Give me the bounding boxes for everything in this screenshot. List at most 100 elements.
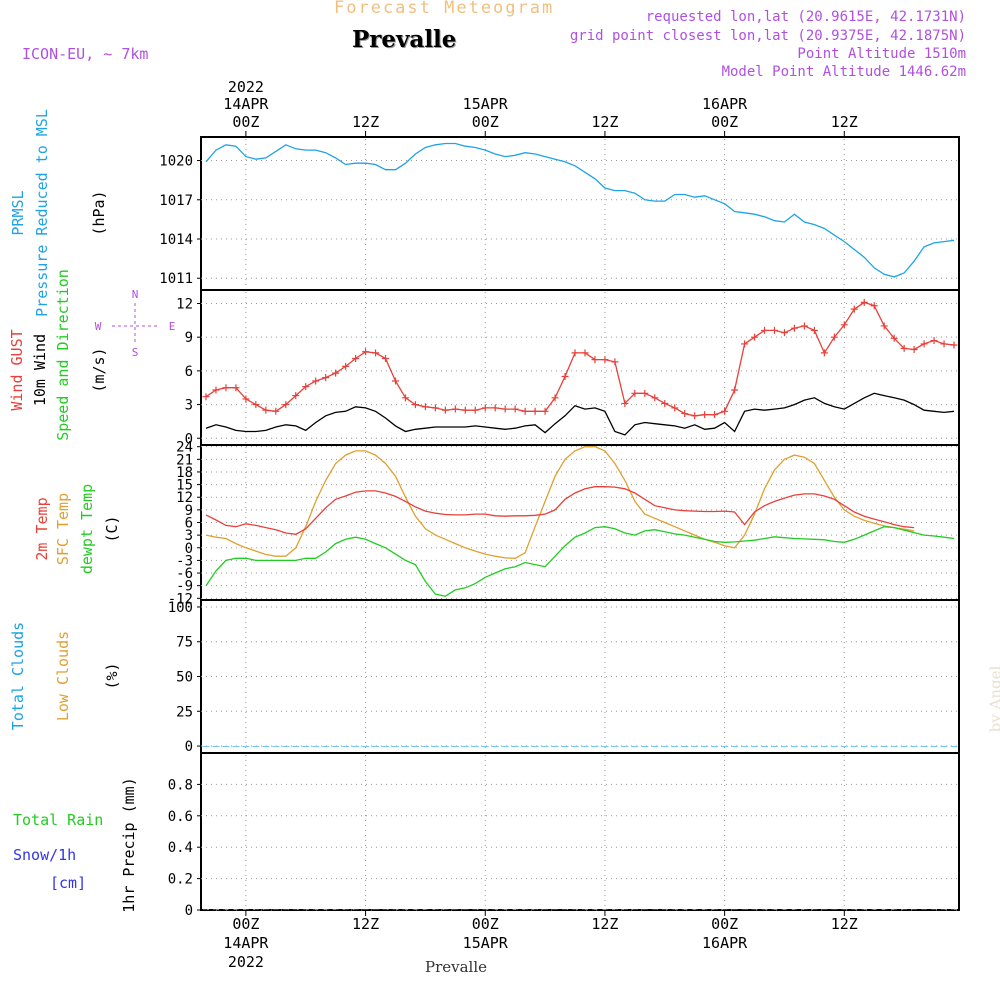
total-cloud-bar — [362, 746, 370, 747]
total-cloud-bar — [481, 746, 489, 747]
wind-gust-marker — [332, 369, 340, 377]
total-cloud-bar — [451, 746, 459, 747]
panel-frame-precip — [200, 752, 960, 911]
total-cloud-bar — [681, 746, 689, 747]
wind-gust-marker — [860, 298, 868, 306]
wind-gust-marker — [830, 333, 838, 341]
total-cloud-bar — [920, 746, 928, 747]
model-label: ICON-EU, ~ 7km — [22, 45, 149, 63]
wind-gust-marker — [252, 401, 260, 409]
wind-gust-marker — [870, 302, 878, 310]
rain-bar — [871, 909, 878, 910]
wind-label-10m: 10m Wind — [31, 334, 49, 406]
compass-e: E — [169, 320, 176, 333]
wind-gust-marker — [900, 344, 908, 352]
y-tick-label: 12 — [176, 490, 193, 506]
wind-gust-marker — [282, 401, 290, 409]
wind-label-gust: Wind GUST — [8, 329, 26, 410]
wind-gust-marker — [691, 412, 699, 420]
y-tick-label: 9 — [185, 503, 193, 519]
total-cloud-bar — [621, 746, 629, 747]
total-cloud-bar — [711, 746, 719, 747]
total-cloud-bar — [461, 746, 469, 747]
wind-gust-marker — [202, 393, 210, 401]
total-cloud-bar — [930, 746, 938, 747]
wind-gust-marker — [501, 405, 509, 413]
top-date-label: 16APR — [702, 95, 748, 113]
bottom-date-label: 14APR — [223, 934, 269, 952]
total-cloud-bar — [591, 746, 599, 747]
temp-2m-line — [205, 486, 915, 535]
wind-gust-marker — [421, 403, 429, 411]
precip-label-snow: Snow/1h — [13, 846, 76, 864]
footer-location: Prevalle — [425, 958, 488, 976]
wind-gust-marker — [751, 333, 759, 341]
wind-gust-marker — [461, 406, 469, 414]
total-cloud-bar — [611, 746, 619, 747]
top-time-label: 12Z — [591, 113, 618, 131]
wind-gust-marker — [820, 349, 828, 357]
wind-gust-marker — [481, 404, 489, 412]
wind-gust-marker — [531, 407, 539, 415]
y-tick-label: -12 — [168, 591, 193, 607]
wind-gust-marker — [731, 386, 739, 394]
bottom-date-label: 15APR — [463, 934, 509, 952]
rain-bar — [502, 909, 509, 910]
bottom-time-label: 12Z — [352, 915, 379, 933]
wind-gust-marker — [521, 407, 529, 415]
total-cloud-bar — [531, 746, 539, 747]
wind-gust-marker — [352, 355, 360, 363]
total-cloud-bar — [501, 746, 509, 747]
wind-gust-marker — [711, 411, 719, 419]
wind-gust-marker — [511, 405, 519, 413]
pressure-unit: (hPa) — [90, 190, 108, 235]
y-tick-label: 1014 — [159, 232, 193, 248]
y-tick-label: 3 — [185, 398, 193, 414]
wind-gust-marker — [222, 384, 230, 392]
clouds-label-total: Total Clouds — [9, 622, 27, 730]
temp-sfc-line — [205, 446, 915, 559]
top-date-label: 14APR — [223, 95, 269, 113]
total-cloud-bar — [441, 746, 449, 747]
y-tick-label: 0 — [185, 739, 193, 755]
wind-gust-marker — [551, 394, 559, 402]
rain-bar — [791, 909, 798, 910]
wind-gust-marker — [491, 404, 499, 412]
wind-gust-marker — [471, 406, 479, 414]
total-cloud-bar — [232, 746, 240, 747]
total-cloud-bar — [212, 746, 220, 747]
total-cloud-bar — [202, 746, 210, 747]
wind-gust-marker — [391, 377, 399, 385]
total-cloud-bar — [751, 746, 758, 747]
wind-gust-marker — [601, 356, 609, 364]
wind-gust-marker — [401, 394, 409, 402]
wind-gust-marker — [651, 394, 659, 402]
y-tick-label: -9 — [176, 579, 193, 595]
y-tick-label: 50 — [176, 670, 193, 686]
wind-label-direction: Speed and Direction — [54, 269, 72, 441]
top-time-label: 00Z — [232, 113, 259, 131]
total-cloud-bar — [312, 746, 320, 747]
top-time-label: 00Z — [711, 113, 738, 131]
total-cloud-bar — [790, 746, 798, 747]
panel-frame-temp — [200, 444, 960, 601]
wind-gust-line — [205, 301, 955, 417]
total-cloud-bar — [551, 746, 559, 747]
total-cloud-bar — [810, 746, 818, 747]
total-cloud-bar — [262, 746, 270, 747]
wind-gust-marker — [800, 322, 808, 330]
total-cloud-bar — [272, 746, 280, 747]
total-cloud-bar — [671, 746, 679, 747]
wind-gust-marker — [920, 340, 928, 348]
rain-bar — [592, 909, 598, 910]
total-cloud-bar — [940, 746, 948, 747]
wind-gust-marker — [671, 404, 679, 412]
total-cloud-bar — [402, 746, 409, 747]
y-tick-label: 75 — [176, 635, 193, 651]
location-title: Prevalle — [352, 26, 457, 53]
wind-gust-marker — [571, 349, 579, 357]
total-cloud-bar — [581, 746, 589, 747]
rain-bar — [322, 909, 329, 910]
total-cloud-bar — [890, 746, 898, 747]
